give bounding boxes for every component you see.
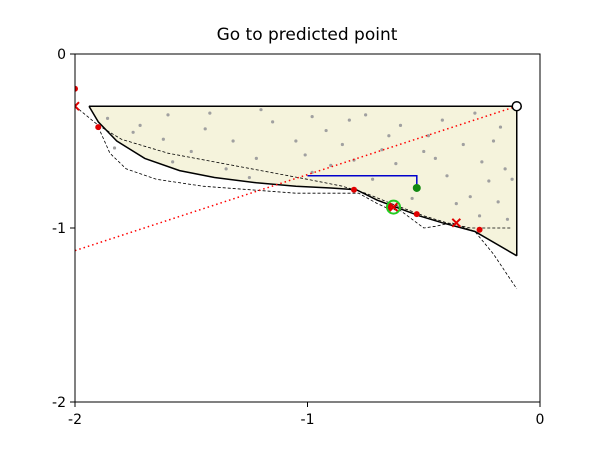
scatter-point bbox=[112, 146, 117, 150]
dashed-curve bbox=[97, 126, 518, 290]
scatter-point bbox=[131, 130, 135, 134]
scatter-point bbox=[454, 202, 458, 206]
scatter-point bbox=[496, 200, 500, 204]
start-point bbox=[511, 100, 522, 112]
scatter-point bbox=[161, 137, 165, 141]
scatter-point bbox=[505, 217, 510, 221]
plot-layer bbox=[75, 85, 522, 290]
x-marker bbox=[451, 218, 462, 228]
marker-point bbox=[476, 226, 483, 233]
x-tick-label: -1 bbox=[301, 412, 315, 428]
scatter-point bbox=[203, 127, 207, 131]
scatter-point bbox=[208, 111, 212, 115]
scatter-point bbox=[440, 118, 444, 122]
y-tick-label: 0 bbox=[57, 47, 66, 63]
scatter-point bbox=[138, 123, 142, 127]
marker-point bbox=[75, 85, 78, 92]
scatter-point bbox=[394, 162, 398, 166]
scatter-point bbox=[224, 167, 228, 171]
dotted-line bbox=[75, 105, 517, 252]
x-tick-label: 0 bbox=[536, 412, 545, 428]
scatter-point bbox=[510, 177, 514, 181]
scatter-point bbox=[347, 118, 351, 122]
target-ring bbox=[386, 199, 402, 215]
chart-title: Go to predicted point bbox=[217, 25, 398, 45]
marker-point bbox=[351, 186, 357, 193]
step-line bbox=[307, 175, 418, 188]
scatter-point bbox=[254, 156, 258, 160]
scatter-point bbox=[468, 195, 472, 199]
x-marker bbox=[388, 202, 399, 212]
scatter-point bbox=[480, 160, 484, 164]
scatter-point bbox=[310, 115, 314, 119]
scatter-point bbox=[487, 179, 491, 183]
scatter-point bbox=[247, 175, 251, 180]
scatter-point bbox=[477, 214, 482, 218]
scatter-point bbox=[171, 160, 175, 164]
dashed-curve bbox=[75, 105, 513, 229]
feasible-region bbox=[89, 106, 517, 256]
scatter-point bbox=[491, 139, 496, 143]
boundary-curve bbox=[88, 105, 518, 257]
scatter-point bbox=[426, 134, 430, 138]
scatter-point bbox=[294, 139, 298, 143]
scatter-point bbox=[105, 116, 110, 120]
x-marker bbox=[75, 101, 80, 111]
scatter-point bbox=[340, 142, 344, 147]
scatter-point bbox=[380, 148, 384, 152]
scatter-point bbox=[410, 196, 414, 201]
scatter-point bbox=[422, 149, 426, 154]
scatter-point bbox=[445, 174, 449, 178]
scatter-point bbox=[461, 142, 465, 147]
scatter-point bbox=[473, 111, 477, 115]
scatter-point bbox=[271, 120, 275, 124]
scatter-point bbox=[166, 113, 170, 117]
scatter-point bbox=[324, 128, 328, 133]
y-tick-label: -1 bbox=[52, 221, 66, 237]
predicted-point bbox=[412, 183, 421, 192]
x-tick-label: -2 bbox=[68, 412, 82, 428]
marker-point bbox=[95, 124, 102, 131]
scatter-point bbox=[189, 149, 193, 154]
scatter-point bbox=[503, 167, 507, 171]
scatter-point bbox=[231, 139, 235, 143]
tick-layer: -2 -1 0 0 -1 -2 bbox=[52, 47, 544, 428]
scatter-point bbox=[364, 113, 368, 117]
scatter-point bbox=[498, 125, 503, 129]
scatter-point bbox=[387, 134, 391, 138]
scatter-point bbox=[433, 156, 437, 160]
y-tick-label: -2 bbox=[52, 395, 66, 411]
scatter-point bbox=[259, 108, 263, 112]
scatter-point bbox=[398, 123, 403, 127]
marker-point bbox=[413, 211, 420, 218]
scatter-point bbox=[371, 177, 375, 181]
scatter-point bbox=[303, 153, 307, 157]
